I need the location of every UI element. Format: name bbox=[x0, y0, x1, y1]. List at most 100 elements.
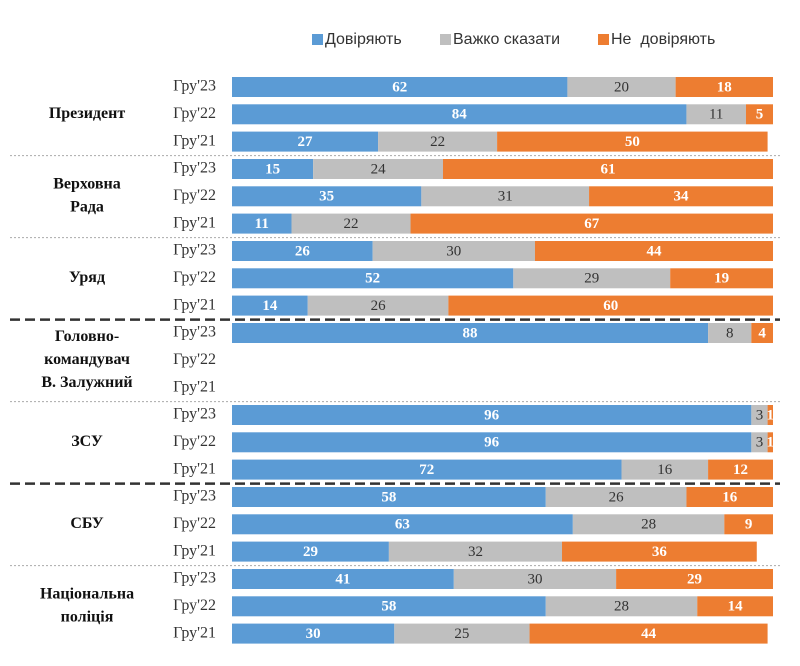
row-label: Гру'21 bbox=[173, 296, 216, 313]
value-label: 4 bbox=[758, 325, 766, 341]
row-label: Гру'22 bbox=[173, 105, 216, 122]
value-label: 11 bbox=[709, 107, 723, 123]
bar-segment bbox=[513, 268, 671, 289]
bar-segment bbox=[567, 77, 676, 97]
bar-segment bbox=[232, 514, 573, 535]
group-label: Президент bbox=[49, 105, 126, 122]
bar-segment bbox=[751, 405, 768, 425]
group-label: Уряд bbox=[69, 269, 105, 286]
value-label: 27 bbox=[298, 134, 314, 150]
group-label: Верховна bbox=[53, 175, 121, 192]
bar-segment bbox=[232, 241, 373, 261]
row-label: Гру'23 bbox=[173, 406, 216, 423]
value-label: 3 bbox=[756, 435, 764, 451]
bar-segment bbox=[497, 131, 768, 152]
bar-segment bbox=[421, 186, 590, 207]
bar-segment bbox=[372, 241, 535, 261]
value-label: 29 bbox=[584, 271, 599, 287]
value-label: 50 bbox=[625, 134, 640, 150]
value-label: 16 bbox=[722, 489, 738, 505]
bar-segment bbox=[410, 213, 773, 234]
bar-segment bbox=[232, 596, 546, 617]
row-label: Гру'22 bbox=[173, 597, 216, 614]
bar-segment bbox=[232, 405, 752, 425]
bar-segment bbox=[232, 104, 687, 125]
bar-segment bbox=[232, 77, 568, 97]
value-label: 96 bbox=[484, 407, 500, 423]
bar-segment bbox=[545, 596, 698, 617]
value-label: 3 bbox=[756, 407, 764, 423]
bar-segment bbox=[232, 541, 389, 562]
legend-label: Важко сказати bbox=[453, 31, 560, 48]
value-label: 26 bbox=[295, 243, 311, 259]
value-label: 5 bbox=[756, 107, 764, 123]
bar-segment bbox=[621, 459, 709, 480]
group-label: командувач bbox=[44, 351, 130, 368]
row-label: Гру'23 bbox=[173, 160, 216, 177]
value-label: 62 bbox=[392, 79, 407, 95]
bar-segment bbox=[751, 323, 773, 343]
row-label: Гру'23 bbox=[173, 78, 216, 95]
bar-segment bbox=[745, 104, 773, 125]
row-label: Гру'22 bbox=[173, 515, 216, 532]
value-label: 88 bbox=[463, 325, 478, 341]
value-label: 26 bbox=[609, 489, 625, 505]
value-label: 52 bbox=[365, 271, 380, 287]
legend-swatch bbox=[440, 34, 451, 45]
row-label: Гру'21 bbox=[173, 542, 216, 559]
bar-segment bbox=[291, 213, 411, 234]
value-label: 96 bbox=[484, 435, 500, 451]
group-label: поліція bbox=[61, 608, 114, 625]
value-label: 34 bbox=[674, 189, 690, 205]
group-label: ЗСУ bbox=[71, 433, 103, 450]
value-label: 8 bbox=[726, 325, 734, 341]
bar-segment bbox=[232, 569, 454, 589]
group-label: СБУ bbox=[70, 515, 104, 532]
value-label: 35 bbox=[319, 189, 334, 205]
bar-segment bbox=[686, 487, 773, 507]
bar-segment bbox=[232, 131, 379, 152]
row-label: Гру'21 bbox=[173, 214, 216, 231]
value-label: 30 bbox=[527, 571, 542, 587]
value-label: 25 bbox=[454, 626, 469, 642]
value-label: 72 bbox=[419, 462, 434, 478]
value-label: 22 bbox=[344, 216, 359, 232]
value-label: 9 bbox=[745, 517, 753, 533]
row-label: Гру'23 bbox=[173, 242, 216, 259]
value-label: 15 bbox=[265, 161, 280, 177]
value-label: 63 bbox=[395, 517, 410, 533]
row-label: Гру'22 bbox=[173, 351, 216, 368]
legend-swatch bbox=[312, 34, 323, 45]
value-label: 61 bbox=[600, 161, 615, 177]
value-label: 30 bbox=[306, 626, 321, 642]
bar-segment bbox=[589, 186, 773, 207]
bar-segment bbox=[697, 596, 773, 617]
bar-segment bbox=[232, 295, 308, 316]
value-label: 41 bbox=[335, 571, 350, 587]
bar-segment bbox=[751, 432, 768, 453]
value-label: 36 bbox=[652, 544, 668, 560]
bar-segment bbox=[388, 541, 563, 562]
bar-segment bbox=[453, 569, 617, 589]
bar-segment bbox=[670, 268, 773, 289]
value-label: 30 bbox=[446, 243, 461, 259]
value-label: 29 bbox=[303, 544, 318, 560]
bar-segment bbox=[616, 569, 773, 589]
bar-segment bbox=[767, 405, 773, 425]
bar-segment bbox=[767, 432, 773, 453]
value-label: 18 bbox=[717, 79, 732, 95]
group-label: Головно- bbox=[55, 328, 119, 345]
legend-label: Не довіряють bbox=[611, 31, 715, 48]
row-label: Гру'21 bbox=[173, 460, 216, 477]
value-label: 29 bbox=[687, 571, 702, 587]
value-label: 11 bbox=[255, 216, 269, 232]
value-label: 58 bbox=[381, 599, 396, 615]
bar-segment bbox=[394, 623, 530, 644]
group-label: Національна bbox=[40, 585, 134, 602]
value-label: 16 bbox=[657, 462, 673, 478]
row-label: Гру'21 bbox=[173, 378, 216, 395]
value-label: 32 bbox=[468, 544, 483, 560]
bar-segment bbox=[232, 623, 395, 644]
bar-segment bbox=[529, 623, 768, 644]
bar-segment bbox=[232, 213, 292, 234]
